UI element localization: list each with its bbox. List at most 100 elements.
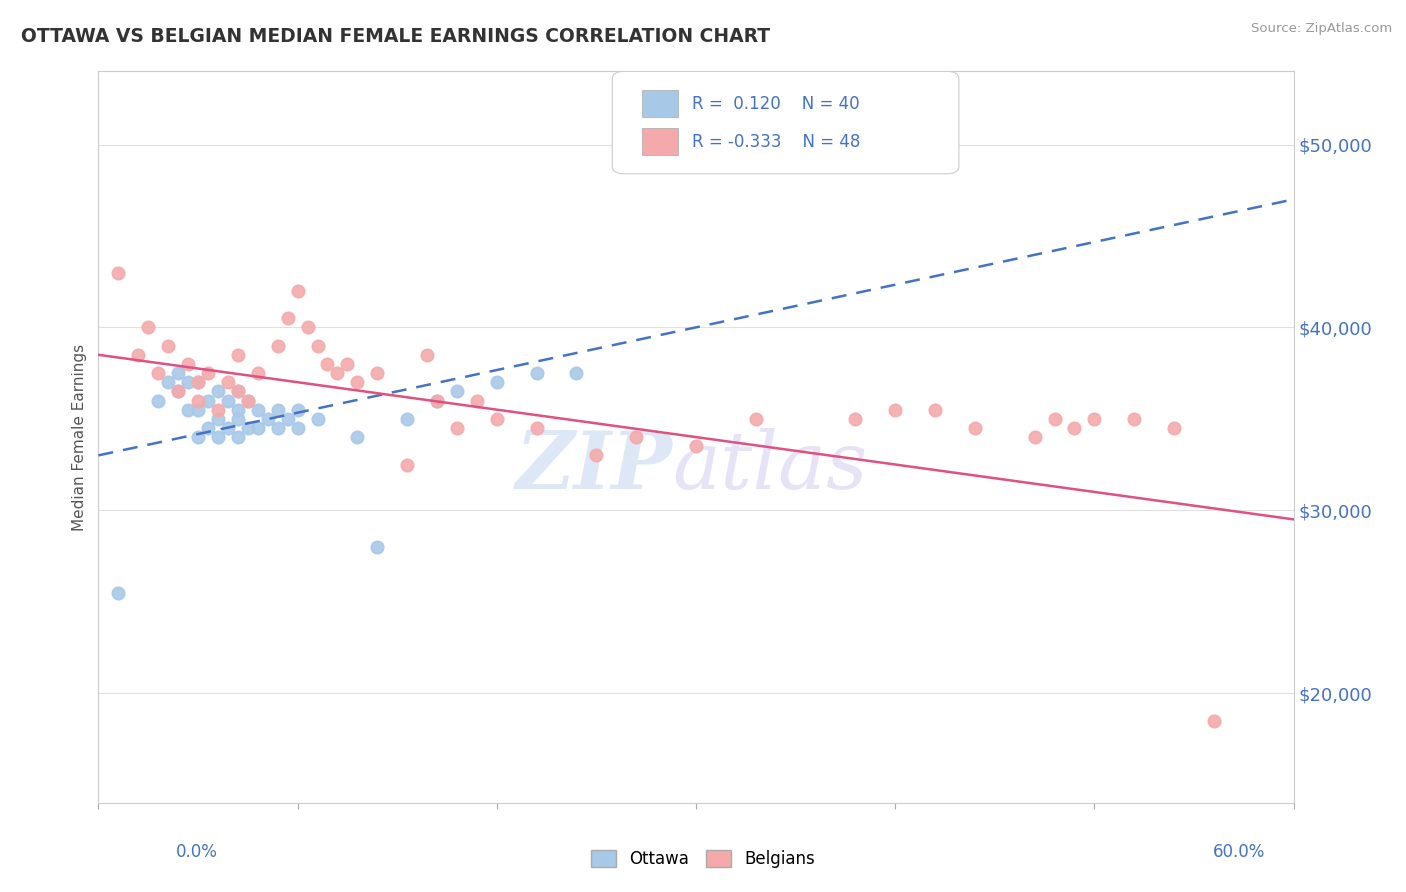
- Point: [884, 402, 907, 417]
- Point: [217, 393, 239, 408]
- Point: [287, 284, 309, 298]
- Point: [187, 393, 209, 408]
- Point: [197, 421, 219, 435]
- Y-axis label: Median Female Earnings: Median Female Earnings: [72, 343, 87, 531]
- Point: [236, 393, 259, 408]
- Text: atlas: atlas: [672, 427, 868, 505]
- Point: [685, 439, 707, 453]
- Point: [1043, 411, 1066, 425]
- Point: [626, 430, 648, 444]
- Point: [446, 384, 468, 399]
- Point: [346, 430, 368, 444]
- Text: OTTAWA VS BELGIAN MEDIAN FEMALE EARNINGS CORRELATION CHART: OTTAWA VS BELGIAN MEDIAN FEMALE EARNINGS…: [21, 27, 770, 45]
- Text: ZIP: ZIP: [515, 427, 672, 505]
- Point: [745, 411, 768, 425]
- Text: 60.0%: 60.0%: [1213, 843, 1265, 861]
- Point: [187, 375, 209, 389]
- Point: [307, 338, 329, 352]
- Point: [963, 421, 986, 435]
- Text: Source: ZipAtlas.com: Source: ZipAtlas.com: [1251, 22, 1392, 36]
- Point: [526, 421, 548, 435]
- Point: [465, 393, 488, 408]
- Point: [177, 357, 200, 371]
- Point: [307, 411, 329, 425]
- Point: [136, 320, 159, 334]
- Point: [336, 357, 359, 371]
- Point: [197, 366, 219, 380]
- Point: [107, 585, 129, 599]
- Point: [207, 402, 229, 417]
- Point: [366, 540, 388, 554]
- Point: [1163, 421, 1185, 435]
- Point: [197, 393, 219, 408]
- Legend: Ottawa, Belgians: Ottawa, Belgians: [585, 843, 821, 875]
- Point: [396, 411, 419, 425]
- Point: [565, 366, 588, 380]
- Point: [236, 393, 259, 408]
- Point: [246, 402, 269, 417]
- Point: [226, 348, 249, 362]
- Point: [246, 421, 269, 435]
- Point: [217, 375, 239, 389]
- Point: [326, 366, 349, 380]
- Point: [127, 348, 149, 362]
- Point: [446, 421, 468, 435]
- Point: [485, 411, 508, 425]
- Point: [167, 384, 190, 399]
- FancyBboxPatch shape: [643, 128, 678, 155]
- Point: [148, 393, 170, 408]
- Point: [426, 393, 449, 408]
- Point: [217, 421, 239, 435]
- Point: [287, 402, 309, 417]
- Point: [236, 421, 259, 435]
- Point: [226, 430, 249, 444]
- Point: [277, 311, 299, 326]
- Point: [526, 366, 548, 380]
- Point: [297, 320, 319, 334]
- Point: [416, 348, 439, 362]
- Point: [148, 366, 170, 380]
- Point: [585, 448, 607, 462]
- Point: [844, 411, 866, 425]
- Text: R = -0.333    N = 48: R = -0.333 N = 48: [692, 133, 860, 151]
- Point: [157, 375, 180, 389]
- Point: [256, 411, 278, 425]
- Point: [1024, 430, 1046, 444]
- Point: [226, 402, 249, 417]
- Point: [107, 265, 129, 279]
- Point: [267, 338, 290, 352]
- Point: [167, 384, 190, 399]
- Point: [485, 375, 508, 389]
- Point: [177, 375, 200, 389]
- Point: [267, 402, 290, 417]
- Point: [246, 366, 269, 380]
- Point: [177, 402, 200, 417]
- Point: [207, 384, 229, 399]
- Text: R =  0.120    N = 40: R = 0.120 N = 40: [692, 95, 860, 112]
- Point: [346, 375, 368, 389]
- Text: 0.0%: 0.0%: [176, 843, 218, 861]
- Point: [426, 393, 449, 408]
- Point: [366, 366, 388, 380]
- Point: [924, 402, 946, 417]
- Point: [1063, 421, 1085, 435]
- Point: [167, 366, 190, 380]
- Point: [1083, 411, 1105, 425]
- Point: [187, 375, 209, 389]
- Point: [226, 384, 249, 399]
- FancyBboxPatch shape: [643, 90, 678, 118]
- Point: [207, 411, 229, 425]
- Point: [226, 384, 249, 399]
- Point: [277, 411, 299, 425]
- Point: [396, 458, 419, 472]
- Point: [187, 402, 209, 417]
- Point: [226, 411, 249, 425]
- Point: [1202, 714, 1225, 728]
- Point: [1123, 411, 1146, 425]
- FancyBboxPatch shape: [613, 71, 959, 174]
- Point: [267, 421, 290, 435]
- Point: [187, 430, 209, 444]
- Point: [316, 357, 339, 371]
- Point: [287, 421, 309, 435]
- Point: [157, 338, 180, 352]
